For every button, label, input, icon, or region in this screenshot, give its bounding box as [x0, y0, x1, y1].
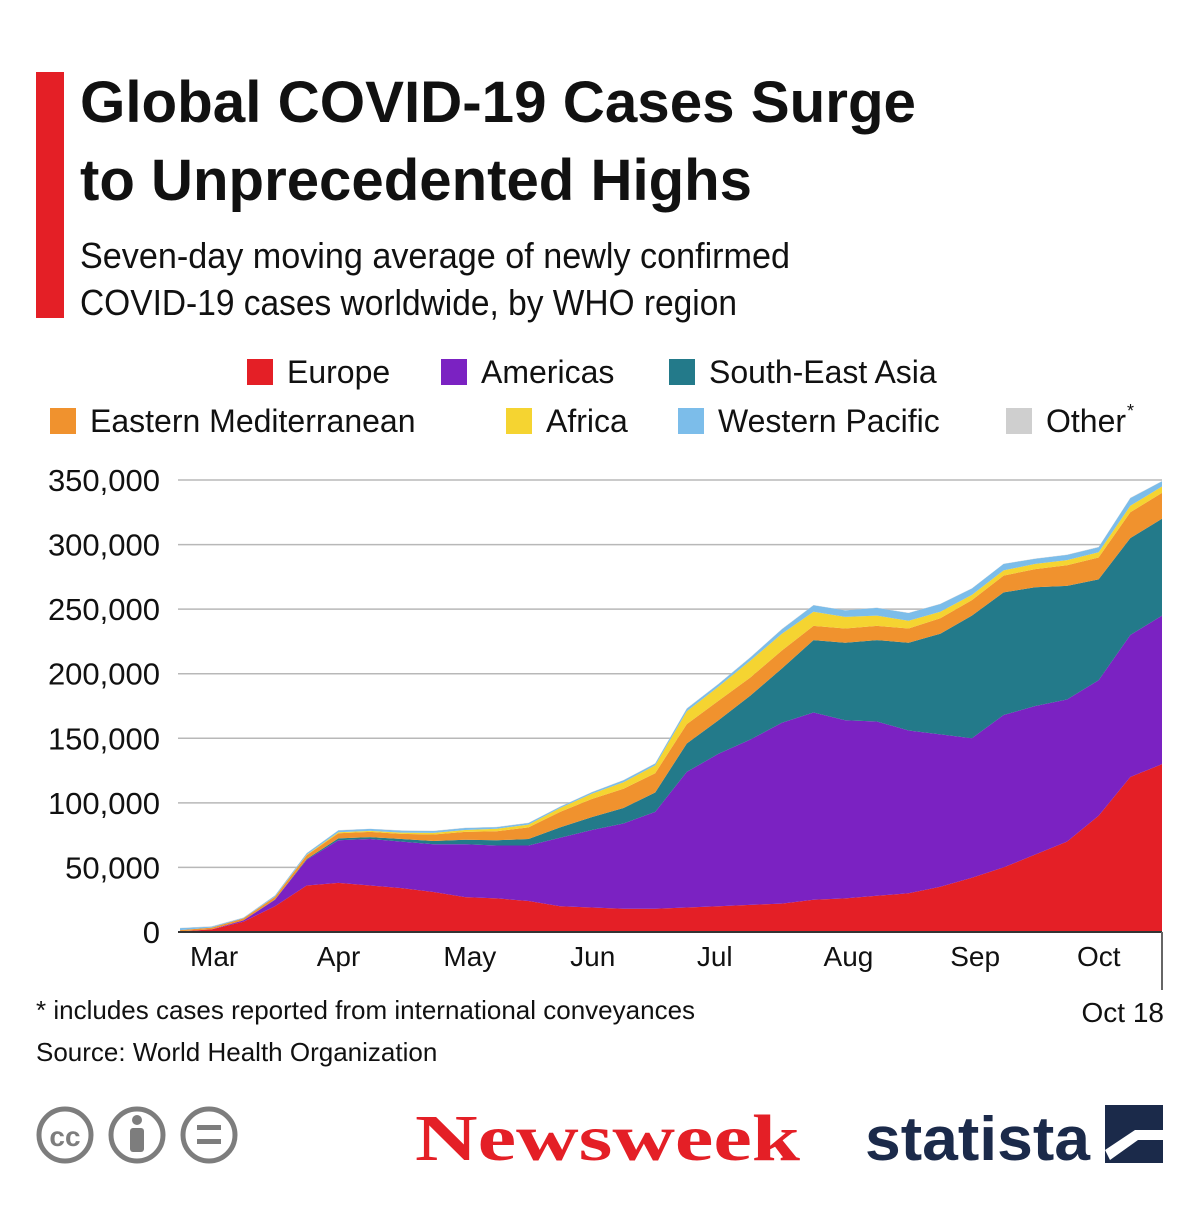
y-tick-label: 200,000 [48, 657, 160, 692]
legend-swatch [506, 408, 532, 434]
chart-subtitle: Seven-day moving average of newly confir… [80, 235, 790, 276]
end-label: Oct 18 [1082, 997, 1164, 1028]
legend-swatch [50, 408, 76, 434]
x-tick-label: Jun [570, 941, 615, 972]
legend-label: Africa [546, 403, 628, 439]
y-tick-label: 100,000 [48, 786, 160, 821]
legend-label: Eastern Mediterranean [90, 403, 416, 439]
y-tick-label: 300,000 [48, 528, 160, 563]
legend-label: South-East Asia [709, 354, 937, 390]
by-icon-body [130, 1128, 144, 1152]
legend-label: Other [1046, 403, 1126, 439]
statista-logo-icon [1105, 1105, 1163, 1163]
x-tick-label: Sep [950, 941, 1000, 972]
x-tick-label: Mar [190, 941, 238, 972]
x-tick-label: Jul [697, 941, 733, 972]
area [180, 764, 1162, 932]
title-accent-bar [36, 72, 64, 318]
area [180, 518, 1162, 932]
y-tick-label: 250,000 [48, 592, 160, 627]
y-tick-label: 350,000 [48, 463, 160, 498]
legend-label: Americas [481, 354, 614, 390]
legend-label: Western Pacific [718, 403, 940, 439]
footnote: * includes cases reported from internati… [36, 995, 695, 1025]
by-icon [108, 1106, 166, 1164]
legend-swatch [441, 359, 467, 385]
x-tick-label: Aug [824, 941, 874, 972]
cc-icon-text: cc [49, 1121, 80, 1152]
y-tick-label: 50,000 [65, 850, 160, 885]
y-tick-label: 150,000 [48, 721, 160, 756]
nd-icon-bar [197, 1139, 221, 1144]
cc-icon [36, 1106, 94, 1164]
nd-icon-bar [197, 1125, 221, 1130]
area [180, 615, 1162, 932]
chart-subtitle: COVID-19 cases worldwide, by WHO region [80, 282, 737, 323]
x-tick-label: Oct [1077, 941, 1121, 972]
legend-label: Europe [287, 354, 390, 390]
legend-swatch [669, 359, 695, 385]
legend-footnote-marker: * [1127, 401, 1134, 421]
statista-icon-wave [1105, 1130, 1163, 1160]
nd-icon [180, 1106, 238, 1164]
legend-swatch [1006, 408, 1032, 434]
x-tick-label: May [443, 941, 496, 972]
source: Source: World Health Organization [36, 1037, 437, 1067]
x-tick-label: Apr [317, 941, 361, 972]
legend-swatch [247, 359, 273, 385]
statista-logo: statista [865, 1105, 1091, 1174]
chart-title: to Unprecedented Highs [80, 148, 752, 213]
license-icons: cc [36, 1106, 238, 1164]
by-icon-head [132, 1115, 142, 1125]
chart-title: Global COVID-19 Cases Surge [80, 70, 916, 135]
legend-swatch [678, 408, 704, 434]
newsweek-logo: Newsweek [415, 1102, 800, 1175]
y-tick-label: 0 [143, 915, 160, 950]
